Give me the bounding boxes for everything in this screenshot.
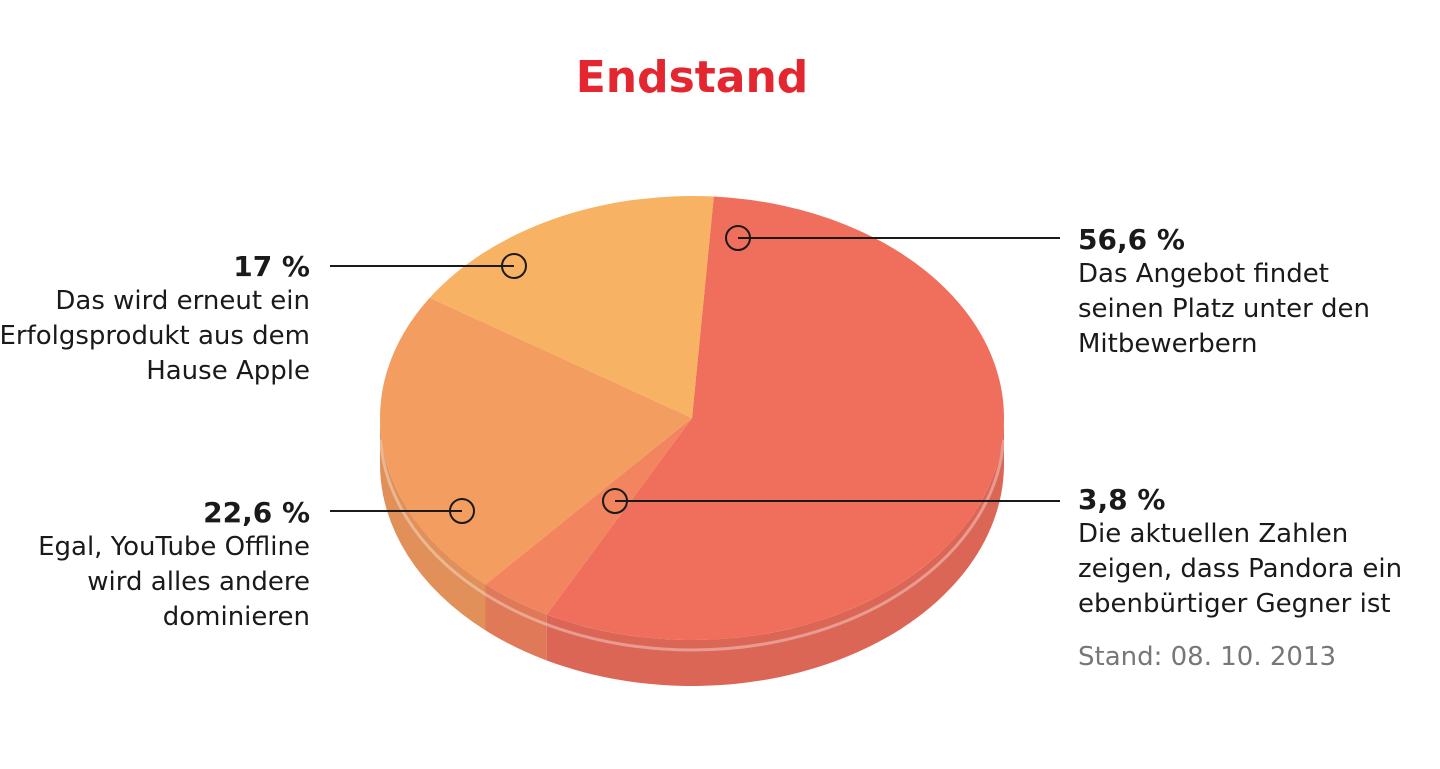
slice <box>485 418 692 615</box>
slice-label: 56,6 % Das Angebot findet seinen Platz un… <box>1078 222 1408 362</box>
chart-title: Endstand <box>575 52 809 103</box>
leader-dot <box>501 253 527 279</box>
rim-highlight <box>378 439 1006 652</box>
category-label: Das Angebot findet seinen Platz unter de… <box>1078 259 1371 359</box>
leader-dot <box>725 225 751 251</box>
slice-label: 17 % Das wird erneut ein Erfolgsprodukt a… <box>0 249 310 389</box>
footnote: Stand: 08. 10. 2013 <box>1078 642 1337 672</box>
value-label: 3,8 % <box>1078 483 1166 516</box>
category-label: Egal, YouTube Offline wird alles andere … <box>38 532 310 632</box>
slice <box>546 196 1004 640</box>
category-label: Das wird erneut ein Erfolgsprodukt aus d… <box>0 286 310 386</box>
slice <box>429 196 714 418</box>
slice-side <box>380 418 486 631</box>
value-label: 17 % <box>233 250 310 283</box>
slice-side <box>546 418 1004 687</box>
leader-dot <box>602 488 628 514</box>
slice-side <box>485 584 547 661</box>
slice-label: 22,6 % Egal, YouTube Offline wird alles a… <box>0 495 310 635</box>
value-label: 56,6 % <box>1078 223 1185 256</box>
slice-label: 3,8 % Die aktuellen Zahlen zeigen, dass P… <box>1078 482 1408 622</box>
leader-dot <box>449 498 475 524</box>
category-label: Die aktuellen Zahlen zeigen, dass Pandor… <box>1078 519 1403 619</box>
slice <box>380 297 692 585</box>
value-label: 22,6 % <box>203 496 310 529</box>
